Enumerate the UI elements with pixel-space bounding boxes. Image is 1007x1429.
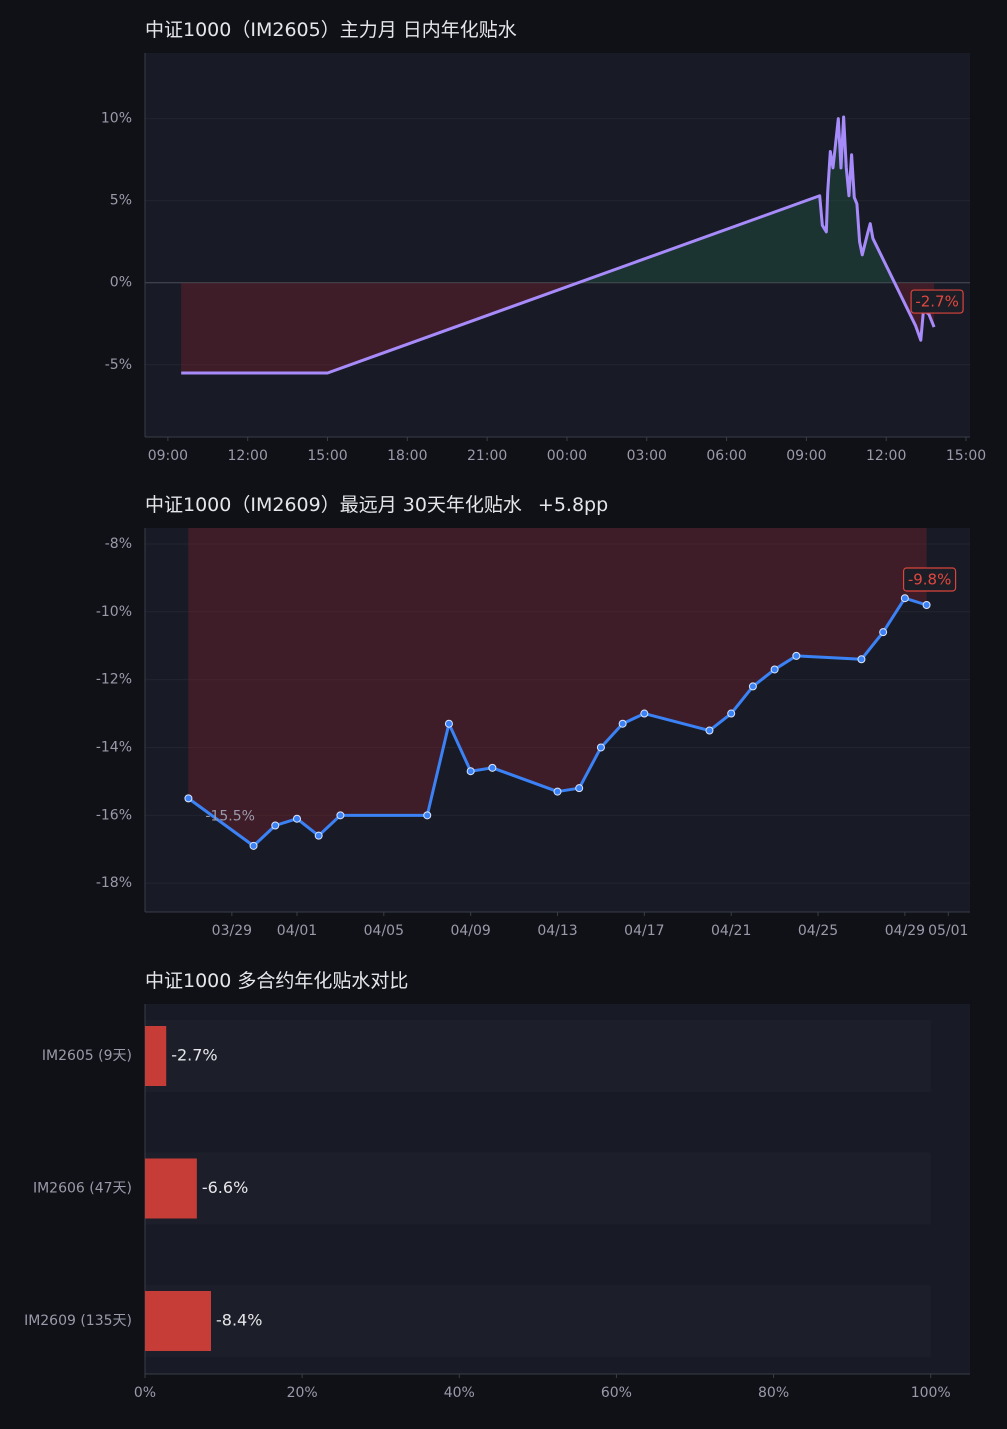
point [423, 811, 432, 820]
bar [145, 1158, 197, 1219]
y-tick-label: -16% [96, 807, 132, 823]
end-label-box [910, 289, 964, 314]
y-tick-label: -8% [105, 536, 132, 552]
line [187, 596, 928, 848]
value-label: -6.6% [202, 1178, 248, 1197]
area-negative [188, 528, 927, 846]
x-tick-label: 04/05 [364, 923, 404, 939]
x-tick-label: 15:00 [946, 448, 986, 464]
area-negative [181, 282, 935, 373]
point [770, 665, 779, 674]
x-tick-label: 03/29 [212, 923, 252, 939]
point [857, 655, 866, 664]
x-tick-label: 100% [911, 1385, 951, 1401]
x-tick-label: 03:00 [627, 448, 667, 464]
x-tick-label: 12:00 [866, 448, 906, 464]
x-tick-label: 40% [444, 1385, 475, 1401]
x-tick-label: 09:00 [786, 448, 826, 464]
point [314, 831, 323, 840]
y-tick-label: 0% [110, 275, 132, 291]
line [181, 115, 936, 375]
y-tick-label: -5% [105, 357, 132, 373]
x-tick-label: 15:00 [307, 448, 347, 464]
x-tick-label: 12:00 [228, 448, 268, 464]
x-tick-label: 21:00 [467, 448, 507, 464]
point [922, 601, 931, 610]
x-tick-label: 04/09 [450, 923, 490, 939]
title-text: 中证1000（IM2609）最远月 30天年化贴水 [145, 494, 522, 516]
point [249, 841, 258, 850]
title-text: 中证1000 多合约年化贴水对比 [145, 970, 408, 992]
x-tick-label: 04/17 [624, 923, 664, 939]
x-tick-label: 09:00 [148, 448, 188, 464]
point [748, 682, 757, 691]
value-label: -2.7% [171, 1046, 217, 1065]
point [705, 726, 714, 735]
point [792, 651, 801, 660]
point [292, 814, 301, 823]
point [466, 767, 475, 776]
y-tick-label: -10% [96, 604, 132, 620]
x-tick-label: 04/29 [885, 923, 925, 939]
x-tick-label: 04/21 [711, 923, 751, 939]
y-tick-label: IM2605 (9天) [42, 1048, 132, 1064]
x-tick-label: 00:00 [547, 448, 587, 464]
x-tick-label: 0% [134, 1385, 156, 1401]
point [879, 628, 888, 637]
y-tick-label: 10% [101, 111, 132, 127]
chart-title: 中证1000（IM2609）最远月 30天年化贴水 +5.8pp [145, 494, 608, 516]
point [575, 784, 584, 793]
point [184, 794, 193, 803]
x-tick-label: 04/13 [537, 923, 577, 939]
point [640, 709, 649, 718]
bar [145, 1026, 167, 1086]
end-label: -9.8% [908, 571, 952, 589]
y-tick-label: -18% [96, 875, 132, 891]
point [596, 743, 605, 752]
y-tick-label: IM2606 (47天) [33, 1181, 132, 1197]
area-positive [578, 117, 895, 283]
point [727, 709, 736, 718]
x-tick-label: 20% [287, 1385, 318, 1401]
chart-title: 中证1000 多合约年化贴水对比 [145, 970, 408, 992]
y-tick-label: -12% [96, 672, 132, 688]
x-tick-label: 80% [758, 1385, 789, 1401]
point [488, 763, 497, 772]
x-tick-label: 60% [601, 1385, 632, 1401]
point [553, 787, 562, 796]
title-note: +5.8pp [538, 494, 608, 516]
y-tick-label: 5% [110, 193, 132, 209]
y-tick-label: IM2609 (135天) [24, 1313, 132, 1329]
x-tick-label: 04/01 [277, 923, 317, 939]
y-tick-label: -14% [96, 739, 132, 755]
x-tick-label: 05/01 [928, 923, 968, 939]
x-tick-label: 18:00 [387, 448, 427, 464]
end-label-box [902, 567, 957, 592]
point [444, 719, 453, 728]
point [618, 719, 627, 728]
start-label: -15.5% [205, 808, 255, 824]
row-band [145, 1285, 931, 1357]
x-tick-label: 06:00 [706, 448, 746, 464]
point [336, 811, 345, 820]
x-tick-label: 04/25 [798, 923, 838, 939]
value-label: -8.4% [216, 1311, 262, 1330]
row-band [145, 1152, 931, 1225]
chart-title: 中证1000（IM2605）主力月 日内年化贴水 [145, 19, 517, 41]
point [900, 594, 909, 603]
end-label: -2.7% [915, 293, 959, 311]
bar [145, 1291, 211, 1351]
row-band [145, 1020, 931, 1092]
title-text: 中证1000（IM2605）主力月 日内年化贴水 [145, 19, 517, 41]
plot-area [145, 528, 970, 912]
point [271, 821, 280, 830]
